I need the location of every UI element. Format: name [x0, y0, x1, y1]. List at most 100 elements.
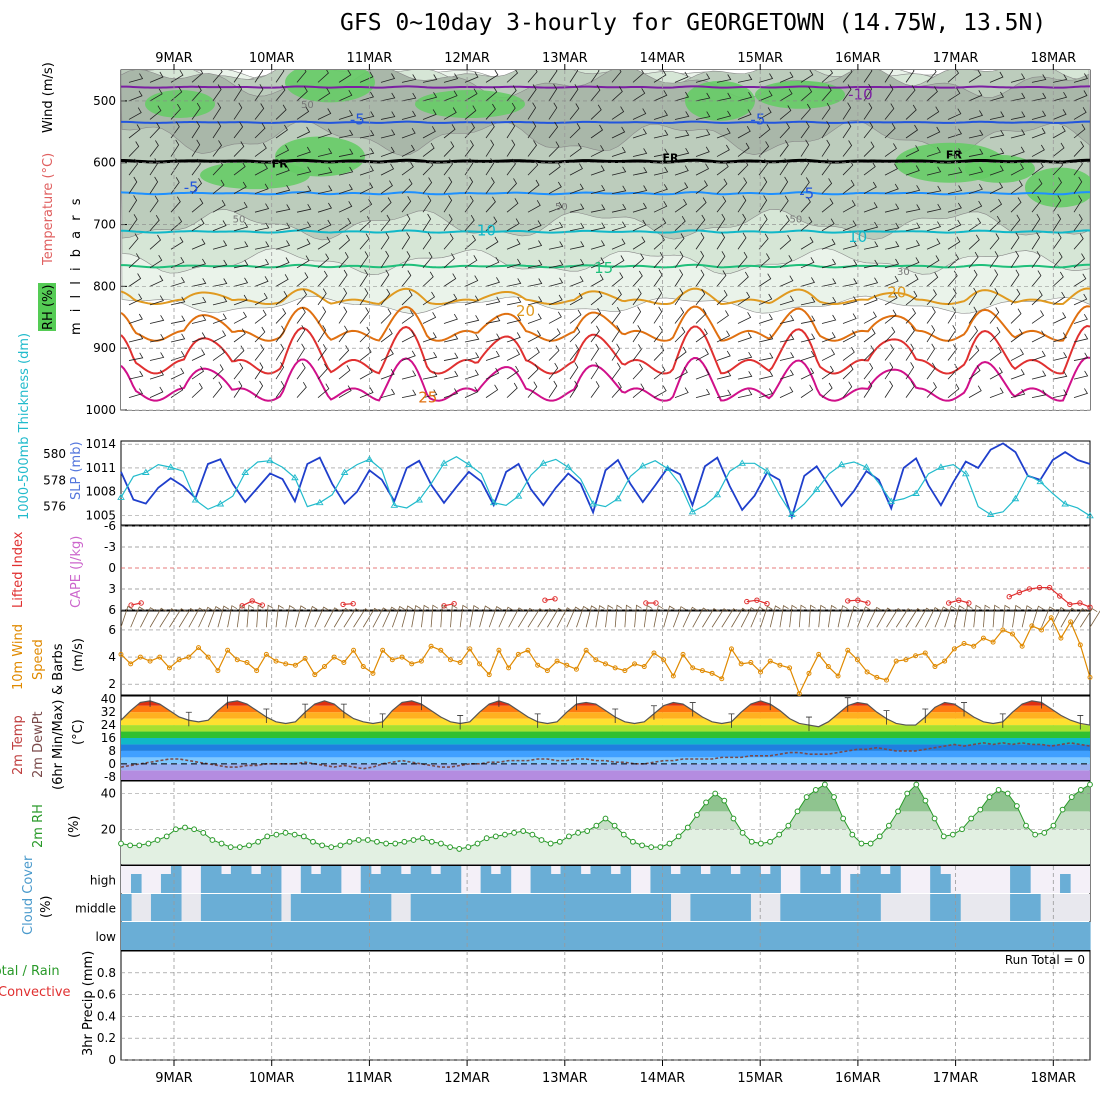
rh-point [438, 840, 444, 847]
upper-wind-barb [590, 145, 605, 157]
upper-wind-barb [905, 273, 919, 287]
upper-wind-barb [632, 306, 642, 324]
upper-wind-barb [947, 383, 960, 398]
upper-wind-barb [611, 343, 621, 361]
upper-wind-barb [212, 330, 227, 343]
rh-point [492, 833, 499, 840]
upper-wind-barb [527, 278, 543, 287]
upper-wind-barb [989, 233, 1000, 250]
upper-wind-barb [590, 184, 606, 195]
upper-wind-barb [947, 202, 962, 213]
isotherm-label: 20 [887, 284, 906, 302]
upper-wind-barb [548, 277, 564, 287]
wind-barb [915, 607, 932, 628]
wind-speed-point [913, 653, 919, 659]
upper-wind-barb [548, 161, 561, 176]
upper-wind-barb [422, 271, 434, 287]
rh-point [922, 797, 929, 804]
cloud-cell-middle [490, 894, 502, 921]
upper-wind-barb [275, 290, 288, 306]
ytick-label-temp: -8 [104, 770, 116, 784]
upper-wind-barb [275, 70, 285, 83]
upper-wind-barb [191, 382, 203, 398]
upper-wind-barb [485, 236, 499, 250]
upper-wind-barb [548, 328, 561, 343]
upper-wind-barb [863, 311, 877, 324]
ytick-label-thickness: 576 [43, 500, 66, 514]
upper-wind-barb [632, 108, 647, 120]
upper-wind-barb [1052, 195, 1062, 213]
wind-barb [634, 604, 642, 628]
upper-wind-barb [233, 201, 248, 213]
cloud-cell-low [580, 922, 592, 950]
upper-wind-barb [380, 388, 396, 399]
temp-plot [121, 696, 1090, 780]
upper-wind-barb [1052, 312, 1067, 324]
upper-wind-barb [716, 92, 732, 102]
wind-barb [769, 605, 781, 628]
wind-barb [876, 607, 893, 628]
cloud-cell-low [260, 922, 272, 950]
rh-point [959, 826, 965, 833]
upper-wind-barb [359, 251, 369, 269]
ytick-label-cape: 0 [108, 561, 116, 575]
wind-barb [246, 604, 255, 628]
cloud-cell-low [350, 922, 362, 950]
upper-wind-barb [422, 74, 438, 83]
upper-wind-barb [359, 71, 374, 83]
cloud-cell-low [730, 922, 741, 950]
wind-barb [1079, 608, 1098, 628]
upper-wind-barb [317, 253, 330, 269]
rh-green-patch [285, 70, 375, 103]
wind-barb [1060, 607, 1078, 628]
ytick-label-upper: 700 [93, 218, 116, 232]
upper-wind-barb [632, 202, 648, 213]
upper-wind-barb [1052, 232, 1062, 250]
wind-barb [169, 608, 187, 628]
wind-barb [547, 607, 564, 628]
upper-wind-barb [548, 241, 564, 250]
cloud-cell-high [210, 866, 222, 893]
date-label-bottom: 17MAR [933, 1071, 979, 1086]
upper-wind-barb [338, 201, 353, 213]
upper-wind-barb [359, 147, 375, 157]
upper-wind-barb [926, 221, 942, 232]
upper-wind-barb [800, 277, 816, 287]
rh-point [794, 808, 801, 815]
upper-wind-barb [401, 127, 416, 139]
upper-wind-barb [800, 315, 816, 324]
upper-wind-barb [548, 380, 558, 398]
upper-wind-barb [821, 85, 832, 102]
upper-wind-barb [968, 251, 979, 269]
wind-barb [324, 607, 340, 628]
upper-wind-barb [884, 163, 898, 176]
rh-point [218, 840, 225, 847]
wind-barb [333, 607, 351, 628]
upper-wind-barb [128, 273, 142, 287]
upper-wind-barb [170, 315, 186, 324]
wind-speed-point [593, 657, 599, 663]
upper-wind-barb [317, 270, 328, 287]
upper-wind-barb [212, 102, 222, 120]
upper-wind-barb [695, 197, 707, 213]
wind-barb [304, 605, 318, 628]
upper-wind-barb [989, 288, 999, 306]
upper-wind-barb [443, 273, 457, 287]
upper-wind-barb [191, 198, 204, 213]
upper-wind-barb [191, 349, 206, 361]
wind-speed-point [331, 654, 337, 660]
upper-wind-barb [989, 367, 1003, 380]
upper-wind-barb [758, 333, 774, 343]
date-label-bottom: 9MAR [155, 1071, 192, 1086]
isotherm-label: -10 [848, 86, 873, 104]
upper-wind-barb [590, 290, 603, 306]
wind-barb [731, 607, 748, 628]
upper-wind-barb [380, 328, 393, 343]
upper-wind-barb [989, 307, 1000, 324]
upper-wind-barb [905, 307, 916, 324]
upper-wind-barb [1052, 74, 1068, 83]
thickness-point [713, 490, 722, 498]
upper-wind-barb [569, 362, 579, 380]
cloud-cell-high [500, 866, 512, 893]
upper-wind-barb [863, 121, 874, 139]
